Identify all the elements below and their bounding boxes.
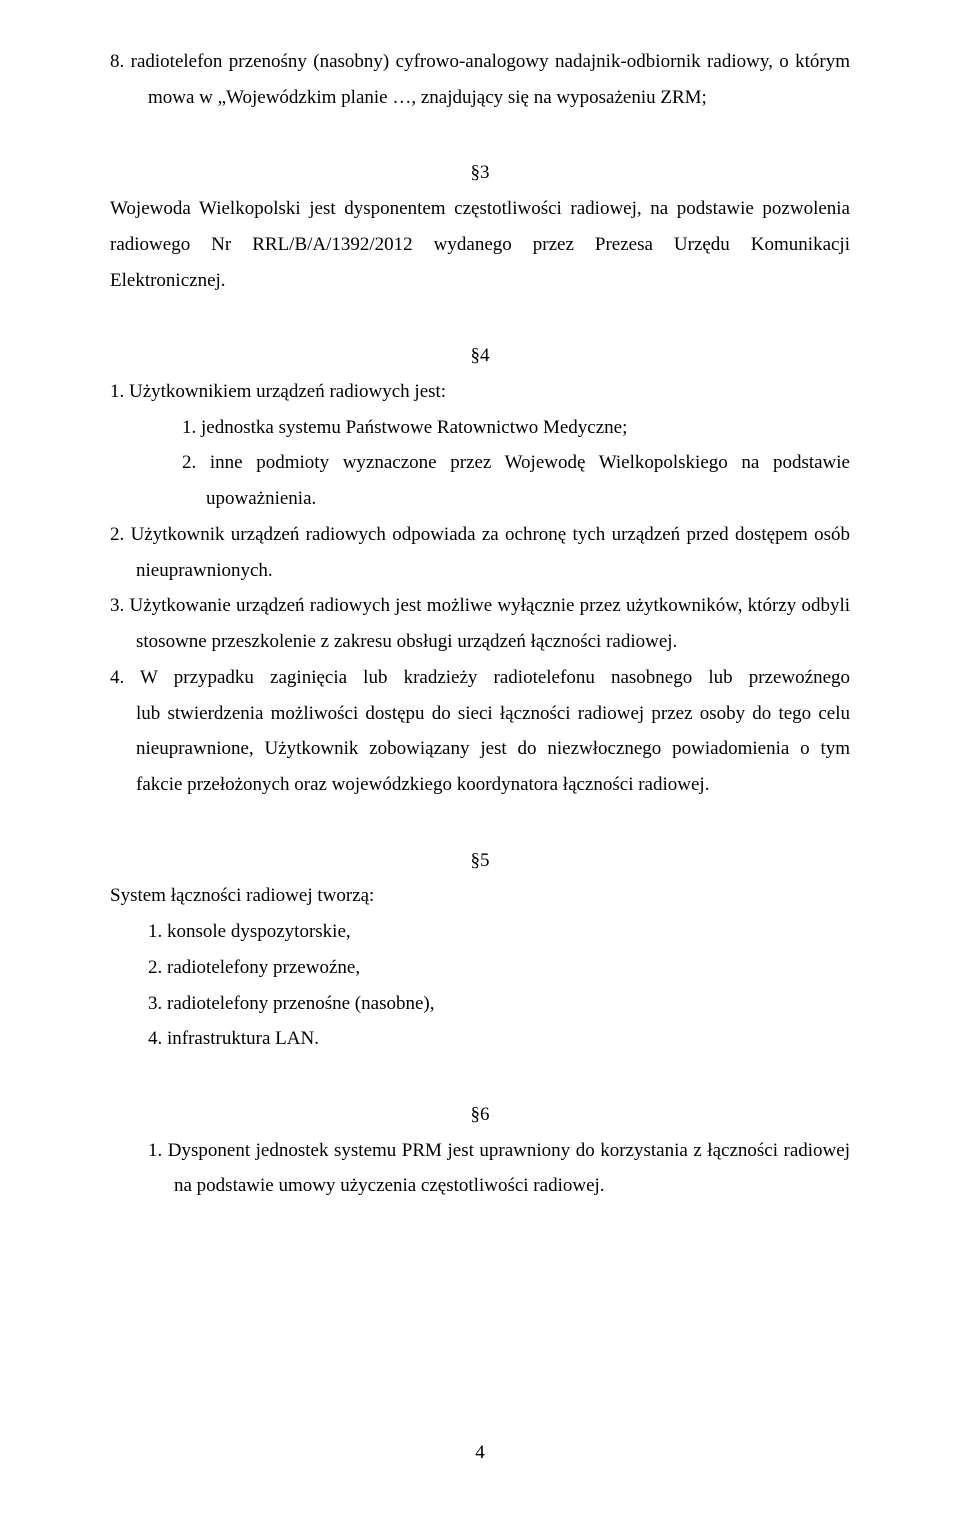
s4-item-2: 2. Użytkownik urządzeń radiowych odpowia… [110, 517, 850, 588]
s4-item-3: 3. Użytkowanie urządzeń radiowych jest m… [110, 588, 850, 659]
section-3-mark: §3 [110, 155, 850, 191]
s4-item-1-1: 1. jednostka systemu Państwowe Ratownict… [182, 410, 850, 446]
s5-lead: System łączności radiowej tworzą: [110, 878, 850, 914]
s4-item-4: 4. W przypadku zaginięcia lub kradzieży … [110, 660, 850, 803]
section-6-mark: §6 [110, 1097, 850, 1133]
s5-item-4: 4. infrastruktura LAN. [148, 1021, 850, 1057]
list-item-8: 8. radiotelefon przenośny (nasobny) cyfr… [110, 44, 850, 115]
s4-item-1-2: 2. inne podmioty wyznaczone przez Wojewo… [182, 445, 850, 516]
s6-item-1: 1. Dysponent jednostek systemu PRM jest … [148, 1133, 850, 1204]
s5-item-3: 3. radiotelefony przenośne (nasobne), [148, 986, 850, 1022]
section-4-mark: §4 [110, 338, 850, 374]
s5-item-1: 1. konsole dyspozytorskie, [148, 914, 850, 950]
section-3-body: Wojewoda Wielkopolski jest dysponentem c… [110, 191, 850, 298]
s5-item-2: 2. radiotelefony przewoźne, [148, 950, 850, 986]
section-5-mark: §5 [110, 843, 850, 879]
page-number: 4 [0, 1435, 960, 1471]
s4-item-1: 1. Użytkownikiem urządzeń radiowych jest… [110, 374, 850, 410]
document-page: 8. radiotelefon przenośny (nasobny) cyfr… [0, 0, 960, 1515]
